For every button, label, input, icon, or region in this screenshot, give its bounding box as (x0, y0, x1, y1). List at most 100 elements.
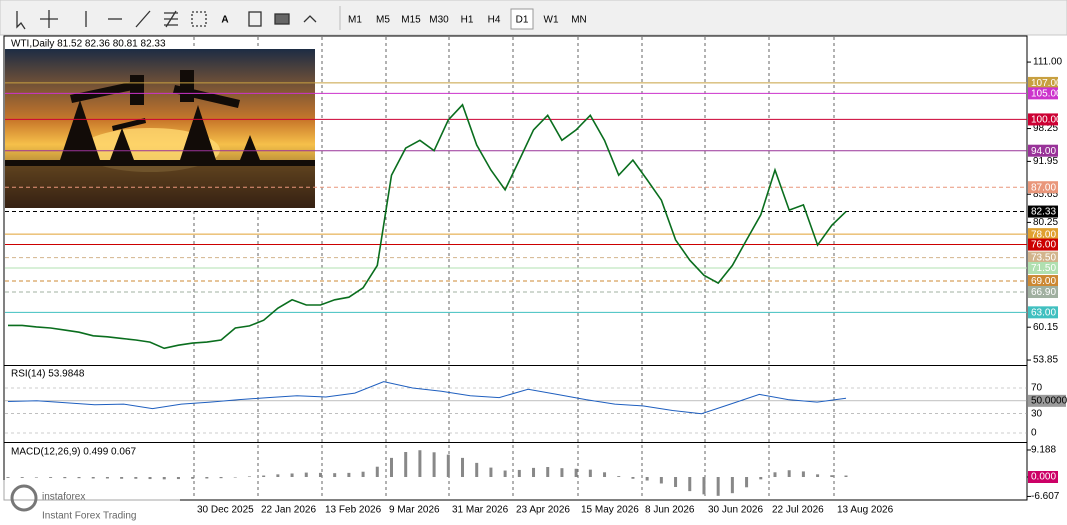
macd-bar (503, 470, 507, 477)
macd-bar (674, 477, 678, 487)
macd-bar (91, 477, 95, 479)
macd-bar (120, 477, 124, 479)
trendline-icon[interactable] (135, 10, 151, 28)
macd-bar (546, 467, 550, 477)
chart-header: WTI,Daily 81.52 82.36 80.81 82.33 (11, 39, 166, 50)
macd-bar (659, 477, 663, 484)
macd-bar (745, 477, 749, 488)
macd-bar (389, 457, 393, 477)
channel-icon[interactable] (164, 10, 178, 28)
y-tick-label: 80.25 (1033, 217, 1058, 228)
macd-bar (617, 476, 621, 477)
x-tick-label: 30 Jun 2026 (708, 505, 763, 516)
macd-bar (148, 477, 152, 480)
timeframe-button[interactable]: M15 (401, 15, 421, 26)
macd-bar (347, 472, 351, 477)
macd-bar (432, 452, 436, 477)
level-label: 63.00 (1031, 307, 1056, 318)
macd-bar (418, 450, 422, 477)
macd-bar (318, 472, 322, 477)
macd-bar (517, 469, 521, 477)
cursor-icon[interactable] (16, 11, 26, 30)
x-tick-label: 13 Feb 2026 (325, 505, 382, 516)
timeframe-button[interactable]: H1 (461, 15, 474, 26)
macd-bar (361, 471, 365, 477)
macd-bar (191, 477, 195, 479)
shape-icon[interactable] (274, 13, 290, 25)
macd-bar (375, 466, 379, 477)
macd-bar (404, 452, 408, 477)
price-line (8, 103, 847, 350)
current-price-label: 82.33 (1031, 207, 1056, 218)
photo (5, 49, 315, 208)
level-box (1028, 275, 1058, 288)
y-tick-label: 111.00 (1033, 57, 1063, 68)
x-tick-label: 9 Mar 2026 (389, 505, 440, 516)
level-box (1028, 251, 1058, 264)
timeframe-button[interactable]: MN (571, 15, 587, 26)
x-tick-label: 22 Jul 2026 (772, 505, 824, 516)
macd-bar (77, 477, 81, 479)
rsi-tick-label: 0 (1031, 428, 1037, 439)
macd-bar (716, 477, 720, 496)
macd-bar (446, 454, 450, 477)
rsi-tick-label: 50.0000 (1031, 395, 1067, 406)
macd-bar (759, 477, 763, 480)
macd-bar (688, 477, 692, 492)
macd-bar (475, 462, 479, 477)
level-label: 71.50 (1031, 263, 1056, 274)
x-tick-label: 30 Dec 2025 (197, 505, 254, 516)
x-tick-label: 15 May 2026 (581, 505, 639, 516)
macd-bar (787, 470, 791, 477)
rsi-tick-label: 70 (1031, 383, 1043, 394)
timeframe-button[interactable]: H4 (488, 15, 501, 26)
timeframe-button[interactable]: W1 (544, 15, 559, 26)
macd-label: MACD(12,26,9) 0.499 0.067 (11, 447, 137, 458)
timeframe-button[interactable]: M1 (348, 15, 362, 26)
macd-bar (20, 477, 24, 478)
macd-bar (105, 477, 109, 479)
macd-bar (773, 472, 777, 477)
timeframe-button[interactable]: M5 (376, 15, 390, 26)
watermark-logo (10, 484, 38, 512)
macd-bar (49, 477, 53, 478)
macd-tick-label: -6.607 (1031, 491, 1060, 502)
arrow-icon[interactable] (303, 15, 317, 23)
level-label: 100.00 (1031, 115, 1062, 126)
label-icon[interactable] (248, 11, 262, 27)
text-tool[interactable]: A (221, 15, 228, 26)
y-tick-label: 91.95 (1033, 156, 1058, 167)
x-tick-label: 13 Aug 2026 (837, 505, 894, 516)
level-box (1028, 181, 1058, 194)
watermark: instaforex Instant Forex Trading (0, 480, 180, 525)
macd-bar (6, 477, 10, 478)
timeframe-button[interactable]: D1 (516, 15, 529, 26)
level-label: 69.00 (1031, 276, 1056, 287)
macd-bar (631, 477, 635, 479)
fibo-icon[interactable] (191, 11, 207, 27)
macd-bar (162, 477, 166, 480)
macd-tick-box (1028, 471, 1058, 483)
macd-bar (233, 477, 237, 478)
y-tick-label: 85.65 (1033, 189, 1058, 200)
macd-bar (603, 472, 607, 477)
macd-bar (461, 457, 465, 477)
macd-tick-label: 9.188 (1031, 445, 1056, 456)
pump-silhouettes (5, 70, 315, 166)
level-box (1028, 76, 1058, 89)
watermark-brand: instaforex (42, 492, 85, 503)
timeframe-button[interactable]: M30 (429, 15, 449, 26)
current-price-box (1028, 205, 1058, 218)
level-box (1028, 144, 1058, 157)
level-label: 78.00 (1031, 229, 1056, 240)
level-box (1028, 262, 1058, 275)
plot (5, 82, 1027, 496)
crosshair-icon[interactable] (40, 10, 58, 28)
rsi-label: RSI(14) 53.9848 (11, 369, 85, 380)
y-tick-label: 60.15 (1033, 322, 1058, 333)
macd-bar (588, 469, 592, 477)
level-label: 73.50 (1031, 253, 1056, 264)
macd-bar (219, 477, 223, 479)
